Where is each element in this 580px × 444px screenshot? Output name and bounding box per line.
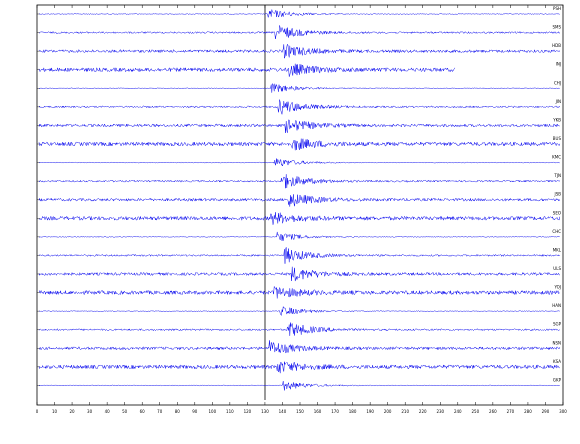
x-tick-label: 240 — [454, 409, 462, 414]
x-tick-label: 70 — [157, 409, 163, 414]
waveform — [38, 231, 560, 241]
x-tick-label: 260 — [489, 409, 497, 414]
x-tick-label: 150 — [296, 409, 304, 414]
station-label: JSB — [554, 192, 562, 197]
waveform — [38, 381, 560, 391]
x-tick-label: 10 — [52, 409, 58, 414]
station-label: MKL — [553, 247, 562, 252]
x-tick-label: 180 — [349, 409, 357, 414]
station-label: CHJ — [554, 80, 561, 85]
x-tick-label: 30 — [87, 409, 93, 414]
waveform — [38, 305, 560, 317]
station-label: JIN — [555, 99, 561, 104]
waveform — [38, 63, 456, 77]
waveform — [38, 247, 560, 264]
x-tick-label: 50 — [122, 409, 128, 414]
x-tick-label: 170 — [331, 409, 339, 414]
waveform — [38, 266, 560, 282]
x-tick-label: 120 — [244, 409, 252, 414]
x-tick-label: 140 — [279, 409, 287, 414]
station-label: GKP — [553, 377, 562, 382]
x-tick-label: 90 — [192, 409, 198, 414]
waveform — [38, 9, 560, 18]
station-label: YOJ — [553, 285, 561, 290]
x-tick-label: 130 — [261, 409, 269, 414]
x-tick-label: 280 — [524, 409, 532, 414]
station-label: CHC — [552, 229, 561, 234]
station-label: TJN — [553, 173, 561, 178]
x-tick-label: 110 — [226, 409, 234, 414]
station-label: HAN — [552, 303, 561, 308]
waveform — [38, 361, 560, 374]
station-label: PSH — [553, 6, 561, 11]
x-tick-label: 100 — [209, 409, 217, 414]
waveform — [38, 119, 560, 133]
station-label: ULS — [553, 266, 561, 271]
station-label: KSA — [553, 359, 561, 364]
x-tick-label: 210 — [401, 409, 409, 414]
x-tick-label: 60 — [140, 409, 146, 414]
station-label: NSN — [552, 340, 561, 345]
x-tick-label: 270 — [507, 409, 515, 414]
waveform — [38, 25, 561, 40]
station-label: HDB — [552, 43, 561, 48]
x-tick-label: 20 — [70, 409, 76, 414]
waveform — [38, 138, 561, 151]
waveform — [38, 158, 560, 167]
station-label: INJ — [556, 62, 561, 67]
station-label: BUS — [553, 136, 562, 141]
x-tick-label: 200 — [384, 409, 392, 414]
x-tick-label: 40 — [105, 409, 111, 414]
station-label: SMS — [552, 25, 561, 30]
x-tick-label: 0 — [36, 409, 39, 414]
x-tick-label: 230 — [436, 409, 444, 414]
waveform — [38, 322, 560, 336]
waveform — [38, 43, 561, 59]
x-tick-label: 220 — [419, 409, 427, 414]
waveform — [38, 99, 561, 115]
x-tick-label: 160 — [314, 409, 322, 414]
x-tick-label: 250 — [472, 409, 480, 414]
station-label: KMC — [552, 155, 561, 160]
waveform — [38, 212, 561, 225]
waveform — [38, 285, 560, 299]
x-tick-label: 300 — [559, 409, 567, 414]
waveform — [38, 174, 561, 189]
station-label: YKB — [552, 117, 561, 122]
station-label: SGP — [553, 322, 562, 327]
x-tick-label: 190 — [366, 409, 374, 414]
x-tick-label: 80 — [175, 409, 181, 414]
waveform — [38, 340, 561, 354]
waveform — [38, 194, 561, 207]
waveform — [38, 83, 560, 93]
x-tick-label: 290 — [542, 409, 550, 414]
station-label: SEO — [553, 210, 561, 215]
